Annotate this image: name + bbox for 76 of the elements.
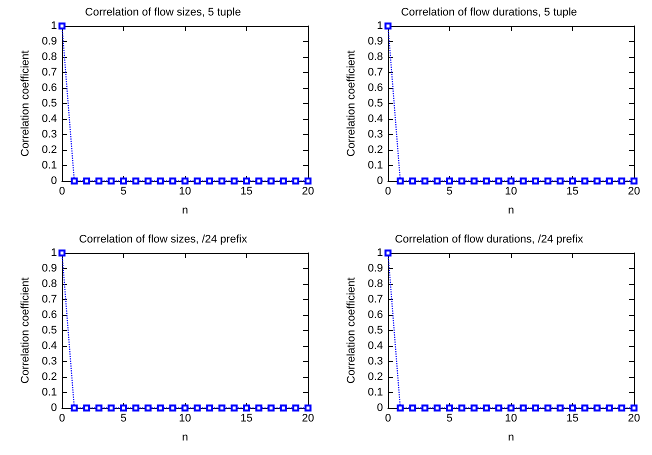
x-tick-label: 0 — [384, 186, 392, 198]
y-tick-label: 0.7 — [42, 66, 57, 78]
y-tick-label: 0.9 — [368, 36, 383, 48]
y-tick-label: 0.2 — [368, 371, 383, 383]
y-tick-label: 0.4 — [368, 340, 383, 352]
y-tick-label: 1 — [50, 247, 57, 259]
y-tick-label: 0.8 — [42, 51, 57, 63]
x-tick-label: 10 — [178, 186, 192, 198]
chart-title: Correlation of flow sizes, /24 prefix — [78, 234, 248, 246]
x-tick-label: 15 — [566, 186, 579, 198]
x-tick-label: 10 — [504, 186, 518, 198]
y-tick-label: 0.4 — [42, 340, 57, 352]
x-tick-label: 20 — [302, 412, 314, 424]
y-tick-label: 0.5 — [368, 98, 383, 110]
y-tick-label: 0.4 — [42, 113, 57, 125]
x-tick-label: 20 — [302, 186, 314, 198]
x-tick-label: 10 — [178, 412, 192, 424]
y-tick-label: 0.6 — [368, 82, 383, 94]
x-tick-label: 0 — [384, 412, 392, 424]
y-tick-label: 0.2 — [368, 144, 383, 156]
y-tick-label: 0.9 — [42, 262, 57, 274]
y-tick-label: 0.7 — [42, 294, 57, 306]
x-tick-label: 20 — [628, 186, 640, 198]
x-tick-label: 0 — [58, 186, 66, 198]
x-tick-label: 5 — [120, 412, 127, 424]
x-axis-title: n — [182, 204, 188, 216]
x-tick-label: 10 — [504, 412, 518, 424]
x-axis-title: n — [508, 204, 514, 216]
y-tick-label: 0.2 — [42, 371, 57, 383]
chart-title: Correlation of flow sizes, 5 tuple — [85, 6, 241, 18]
y-tick-label: 0.1 — [368, 160, 383, 172]
y-axis-title: Correlation coefficient — [345, 277, 358, 384]
y-tick-label: 0.3 — [42, 356, 57, 368]
y-tick-label: 0.1 — [42, 386, 57, 398]
y-tick-label: 1 — [376, 247, 383, 259]
x-tick-label: 0 — [58, 412, 66, 424]
y-tick-label: 0.6 — [42, 309, 57, 321]
chart-title: Correlation of flow durations, 5 tuple — [400, 6, 578, 18]
y-tick-label: 1 — [376, 20, 383, 32]
chart-title: Correlation of flow durations, /24 prefix — [394, 234, 584, 246]
y-tick-label: 0.5 — [368, 324, 383, 336]
y-tick-label: 1 — [50, 20, 57, 32]
y-tick-label: 0 — [376, 175, 383, 187]
x-tick-label: 20 — [628, 412, 640, 424]
y-axis-title: Correlation coefficient — [19, 277, 32, 384]
y-tick-label: 0.8 — [368, 278, 383, 290]
y-tick-label: 0.7 — [368, 294, 383, 306]
y-tick-label: 0.6 — [42, 82, 57, 94]
y-tick-label: 0.4 — [368, 113, 383, 125]
x-tick-label: 5 — [446, 186, 453, 198]
y-tick-label: 0.7 — [368, 66, 383, 78]
y-tick-label: 0.5 — [42, 324, 57, 336]
y-tick-label: 0.3 — [368, 356, 383, 368]
y-tick-label: 0.9 — [42, 36, 57, 48]
y-tick-label: 0.1 — [42, 160, 57, 172]
x-tick-label: 15 — [566, 412, 579, 424]
y-tick-label: 0.9 — [368, 262, 383, 274]
y-tick-label: 0 — [50, 402, 57, 414]
x-tick-label: 15 — [240, 412, 253, 424]
y-axis-title: Correlation coefficient — [19, 50, 32, 157]
y-tick-label: 0 — [376, 402, 383, 414]
y-tick-label: 0.1 — [368, 386, 383, 398]
y-tick-label: 0.8 — [368, 51, 383, 63]
x-axis-title: n — [182, 432, 188, 444]
y-tick-label: 0.6 — [368, 309, 383, 321]
y-tick-label: 0.3 — [42, 128, 57, 140]
x-tick-label: 5 — [120, 186, 127, 198]
y-tick-label: 0.5 — [42, 98, 57, 110]
x-axis-title: n — [508, 432, 514, 444]
y-tick-label: 0 — [50, 175, 57, 187]
y-tick-label: 0.2 — [42, 144, 57, 156]
x-tick-label: 5 — [446, 412, 453, 424]
y-tick-label: 0.3 — [368, 128, 383, 140]
y-tick-label: 0.8 — [42, 278, 57, 290]
y-axis-title: Correlation coefficient — [345, 50, 358, 157]
x-tick-label: 15 — [240, 186, 253, 198]
